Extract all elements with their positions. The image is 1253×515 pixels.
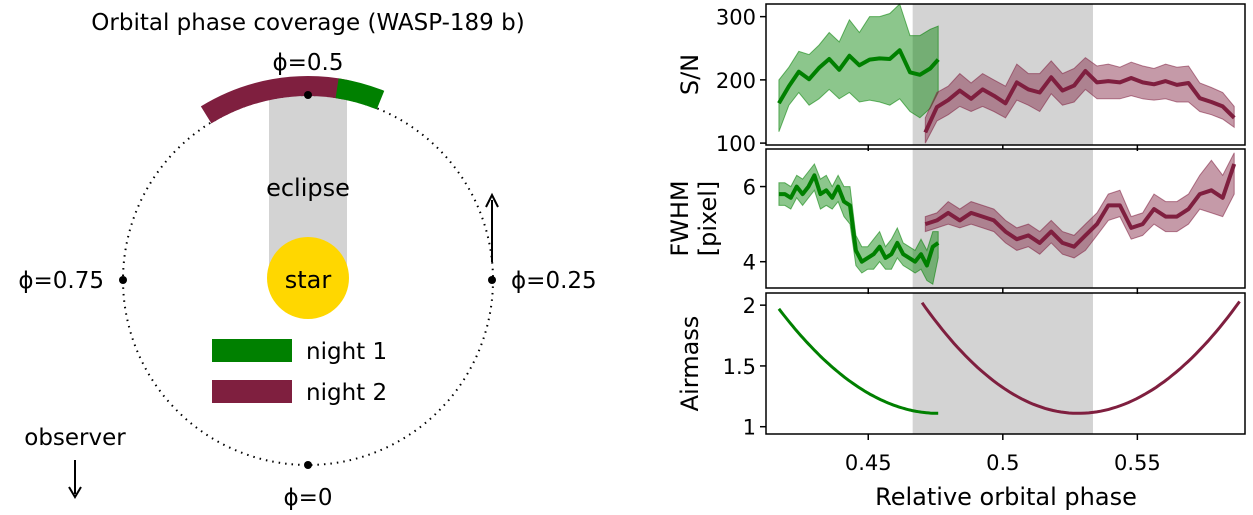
coverage-arc-night-1 bbox=[335, 78, 385, 110]
legend-label-night-2: night 2 bbox=[306, 380, 387, 406]
y-axis-label: [pixel] bbox=[694, 181, 722, 257]
y-axis-label: FWHM bbox=[666, 180, 694, 256]
y-tick-label: 6 bbox=[743, 176, 756, 200]
x-tick-label: 0.45 bbox=[845, 451, 892, 475]
coverage-arc-night-2 bbox=[200, 76, 349, 124]
x-axis-label: Relative orbital phase bbox=[875, 483, 1137, 511]
error-band-2 bbox=[924, 57, 1235, 144]
eclipse-label: eclipse bbox=[266, 174, 350, 202]
phase-label-0.5: ϕ=0.5 bbox=[272, 50, 343, 76]
series-line-2 bbox=[924, 163, 1237, 249]
panel-frame bbox=[765, 292, 1246, 435]
panel-1: 100 200 300 S/N bbox=[676, 3, 1246, 156]
phase-series-panels: 100 200 300 S/N 4 6 FWHM [pixel] 1 1.5 2 0.45 0.5 0.5… bbox=[666, 3, 1246, 475]
panel-frame bbox=[765, 148, 1246, 289]
y-tick-label: 200 bbox=[716, 69, 756, 93]
eclipse-span bbox=[912, 293, 1093, 434]
legend-swatch-night-2 bbox=[212, 380, 292, 403]
series-line-1 bbox=[778, 173, 940, 268]
observer-label: observer bbox=[24, 425, 126, 451]
y-axis-label: Airmass bbox=[676, 316, 704, 412]
observer-direction-arrow-icon bbox=[68, 460, 82, 499]
legend-label-night-1: night 1 bbox=[306, 339, 387, 365]
y-tick-label: 1 bbox=[743, 416, 756, 440]
phase-marker-0.25 bbox=[488, 276, 496, 284]
series-line-2 bbox=[923, 69, 1236, 134]
phase-marker-0.75 bbox=[119, 276, 127, 284]
y-tick-label: 100 bbox=[716, 132, 756, 156]
y-tick-label: 1.5 bbox=[723, 355, 756, 379]
diagram-title: Orbital phase coverage (WASP-189 b) bbox=[91, 10, 524, 36]
eclipse-span bbox=[912, 4, 1093, 145]
panel-2: 4 6 FWHM [pixel] bbox=[666, 148, 1246, 294]
x-tick-label: 0.5 bbox=[986, 451, 1019, 475]
error-band-2 bbox=[924, 152, 1235, 259]
phase-marker-0 bbox=[304, 461, 312, 469]
star bbox=[267, 237, 349, 319]
orbital-phase-diagram: Orbital phase coverage (WASP-189 b) star… bbox=[18, 10, 596, 511]
star-label: star bbox=[285, 266, 332, 294]
legend: night 1 night 2 bbox=[212, 339, 387, 406]
phase-label-0.25: ϕ=0.25 bbox=[511, 268, 597, 294]
series-line-1 bbox=[777, 48, 940, 105]
panel-frame bbox=[765, 3, 1246, 146]
phase-marker-0.5 bbox=[304, 91, 312, 99]
panel-3: 1 1.5 2 0.45 0.5 0.55 Airmass bbox=[676, 292, 1246, 475]
y-axis-label: S/N bbox=[676, 54, 704, 95]
y-tick-label: 300 bbox=[716, 6, 756, 30]
airmass-curve-1 bbox=[777, 307, 939, 415]
y-tick-label: 4 bbox=[743, 251, 756, 275]
legend-swatch-night-1 bbox=[212, 339, 292, 362]
x-tick-label: 0.55 bbox=[1114, 451, 1161, 475]
error-band-1 bbox=[778, 3, 939, 132]
phase-label-0.75: ϕ=0.75 bbox=[18, 268, 104, 294]
phase-label-0: ϕ=0 bbox=[283, 485, 332, 511]
y-tick-label: 2 bbox=[743, 294, 756, 318]
airmass-curve-2 bbox=[920, 300, 1241, 415]
orbit-direction-arrow-icon bbox=[485, 192, 499, 262]
